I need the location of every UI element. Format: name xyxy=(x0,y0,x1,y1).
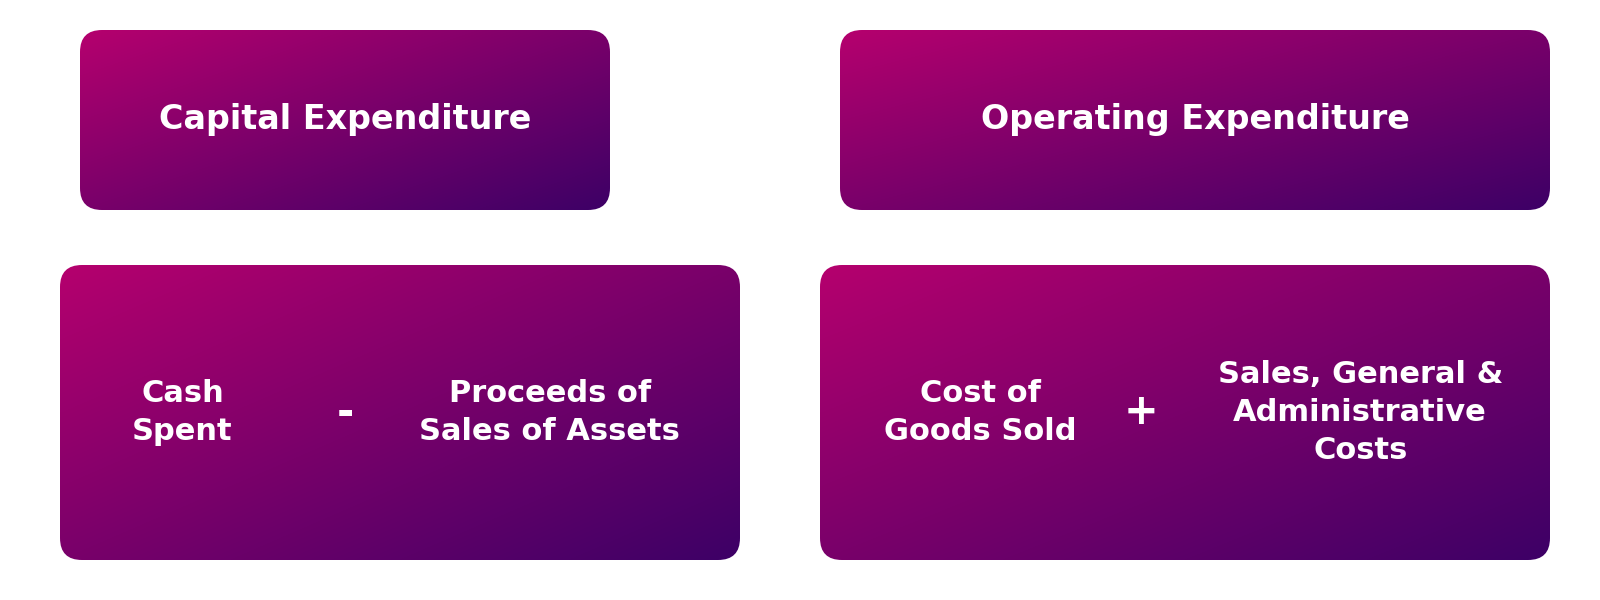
Text: Cost of
Goods Sold: Cost of Goods Sold xyxy=(885,379,1077,446)
Text: Sales, General &
Administrative
Costs: Sales, General & Administrative Costs xyxy=(1218,360,1502,465)
Text: Operating Expenditure: Operating Expenditure xyxy=(981,103,1410,136)
Text: Cash
Spent: Cash Spent xyxy=(133,379,232,446)
Text: +: + xyxy=(1123,391,1158,433)
Text: Capital Expenditure: Capital Expenditure xyxy=(158,103,531,136)
Text: Proceeds of
Sales of Assets: Proceeds of Sales of Assets xyxy=(419,379,680,446)
Text: -: - xyxy=(338,391,354,433)
